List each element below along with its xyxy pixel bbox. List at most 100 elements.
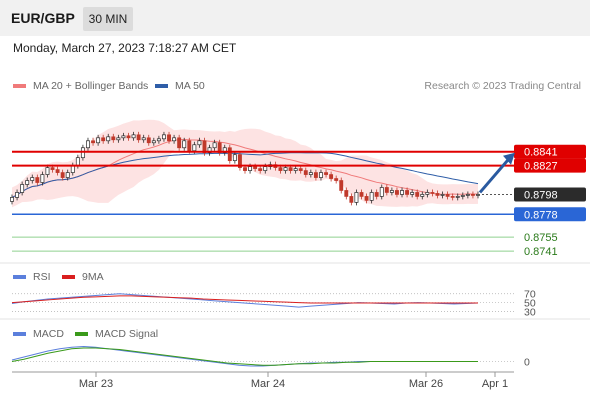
- resistance-label: 0.8827: [524, 161, 558, 173]
- candle-body: [237, 154, 242, 168]
- candle-body: [400, 190, 404, 195]
- support-label: 0.8778: [524, 209, 558, 221]
- candle-body: [126, 135, 131, 139]
- resistance-label: 0.8841: [524, 147, 558, 159]
- candle-body: [192, 144, 197, 152]
- candle-body: [86, 140, 90, 149]
- candle-body: [146, 137, 151, 144]
- legend-ma50-swatch: [155, 84, 168, 88]
- candle-body: [167, 134, 171, 142]
- candle-body: [243, 167, 247, 171]
- candle-body: [384, 187, 389, 193]
- candle-body: [15, 192, 20, 198]
- legend-rsi-label: RSI: [33, 271, 51, 283]
- candle-body: [248, 166, 253, 171]
- candle-body: [445, 194, 450, 197]
- candle-body: [101, 137, 106, 142]
- candle-body: [379, 187, 384, 197]
- candle-body: [232, 154, 237, 162]
- candle-body: [91, 140, 95, 144]
- symbol-title: EUR/GBP: [11, 10, 75, 26]
- candle-body: [106, 136, 111, 142]
- candle-body: [425, 192, 430, 195]
- candle-body: [35, 177, 40, 183]
- candle-body: [435, 193, 440, 196]
- candle-body: [369, 192, 374, 201]
- candle-body: [116, 137, 121, 141]
- candle-body: [450, 196, 455, 198]
- x-axis-label: Apr 1: [482, 378, 508, 390]
- candle-body: [20, 184, 25, 193]
- rsi-tick-label: 50: [524, 298, 536, 310]
- legend-macd-signal-swatch: [75, 332, 88, 336]
- candle-body: [131, 134, 136, 139]
- candle-body: [283, 167, 288, 171]
- candle-body: [470, 194, 475, 196]
- x-axis-label: Mar 26: [409, 378, 443, 390]
- candle-body: [258, 168, 263, 171]
- candle-body: [70, 165, 75, 173]
- resistance-label-bg: [514, 144, 586, 159]
- candle-body: [354, 192, 359, 203]
- legend-rsi-swatch: [13, 275, 26, 279]
- candle-body: [75, 157, 80, 166]
- candle-body: [359, 192, 364, 197]
- resistance-label-bg: [514, 158, 586, 173]
- macd-tick-label: 0: [524, 357, 530, 369]
- candle-body: [420, 194, 425, 197]
- candle-body: [278, 167, 283, 171]
- candle-body: [405, 190, 410, 195]
- candle-body: [141, 137, 146, 141]
- candle-body: [177, 137, 182, 149]
- candle-body: [460, 195, 465, 197]
- legend-ma20-swatch: [13, 84, 26, 88]
- x-axis-label: Mar 23: [79, 378, 113, 390]
- candle-body: [151, 140, 156, 144]
- candle-body: [197, 140, 202, 146]
- rsi-ma-line: [11, 295, 478, 304]
- rsi-tick-label: 70: [524, 289, 536, 301]
- macd-signal-line: [11, 347, 478, 366]
- candle-body: [329, 174, 334, 179]
- candle-body: [162, 134, 166, 140]
- legend-rsi-ma-label: 9MA: [82, 271, 104, 283]
- candle-body: [364, 196, 369, 201]
- last-price-label-bg: [514, 187, 586, 202]
- ma50-line: [11, 152, 479, 198]
- rsi-tick-label: 30: [524, 307, 536, 319]
- candle-body: [410, 192, 415, 195]
- candle-body: [50, 167, 55, 170]
- candle-body: [30, 177, 35, 181]
- candle-body: [25, 180, 30, 185]
- candle-body: [293, 168, 298, 171]
- legend-ma50-label: MA 50: [175, 80, 205, 92]
- candle-body: [65, 172, 70, 178]
- x-axis-label: Mar 24: [251, 378, 285, 390]
- legend-ma20-label: MA 20 + Bollinger Bands: [33, 80, 149, 92]
- candle-body: [55, 169, 60, 173]
- chart-datetime: Monday, March 27, 2023 7:18:27 AM CET: [13, 41, 237, 55]
- copyright-text: Research © 2023 Trading Central: [424, 80, 581, 92]
- candle-body: [430, 192, 435, 194]
- timeframe-badge[interactable]: 30 MIN: [83, 7, 133, 31]
- candle-body: [182, 140, 187, 149]
- candle-body: [374, 192, 379, 197]
- candle-body: [253, 166, 258, 169]
- candle-body: [111, 136, 116, 141]
- legend-rsi-ma-swatch: [62, 275, 75, 279]
- forecast-arrow: [478, 157, 511, 194]
- last-price-label: 0.8798: [524, 189, 558, 201]
- candle-body: [334, 178, 339, 181]
- legend-macd-signal-label: MACD Signal: [95, 328, 159, 340]
- candle-body: [455, 196, 460, 198]
- candle-body: [96, 137, 101, 144]
- support-label-bg: [514, 207, 586, 222]
- candle-body: [303, 170, 308, 175]
- candle-body: [263, 166, 268, 171]
- candle-body: [389, 190, 394, 193]
- candle-body: [156, 138, 161, 142]
- candle-body: [212, 142, 217, 149]
- candle-body: [227, 147, 232, 162]
- candle-body: [288, 167, 293, 171]
